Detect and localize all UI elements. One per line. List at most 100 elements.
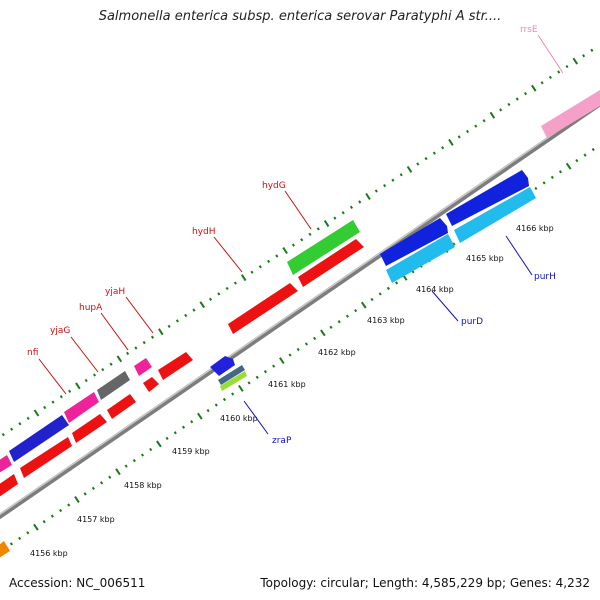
tick-label-4161: 4161 kbp	[268, 380, 306, 389]
gene-label-leaders	[38, 34, 564, 435]
gene-label-zraP[interactable]: zraP	[272, 436, 292, 446]
gene-block[interactable]	[298, 239, 364, 287]
minor-tick	[591, 147, 595, 152]
major-tick	[116, 355, 123, 363]
major-tick	[156, 440, 162, 448]
gene-block[interactable]	[380, 218, 448, 266]
gene-block[interactable]	[210, 356, 235, 376]
major-tick	[360, 301, 367, 309]
tick-label-4163: 4163 kbp	[367, 316, 405, 325]
genome-backbone	[0, 100, 600, 520]
minor-tick	[126, 351, 130, 356]
gene-block[interactable]	[218, 365, 245, 385]
forward-strand-genes	[0, 90, 600, 497]
minor-tick	[192, 308, 196, 312]
minor-tick	[26, 531, 30, 535]
gene-block[interactable]	[9, 415, 69, 462]
gene-label-rrsE[interactable]: rrsE	[520, 25, 538, 35]
minor-tick	[134, 346, 138, 350]
gene-label-hydH[interactable]: hydH	[192, 227, 216, 237]
gene-block[interactable]	[454, 187, 536, 243]
minor-tick	[550, 175, 554, 179]
gene-block[interactable]	[97, 371, 130, 400]
gene-block[interactable]	[0, 541, 10, 558]
minor-tick	[308, 232, 312, 236]
gene-block[interactable]	[0, 474, 18, 497]
minor-tick	[316, 227, 320, 231]
minor-tick	[18, 422, 22, 426]
minor-tick	[233, 281, 237, 285]
minor-tick	[184, 313, 188, 318]
gene-label-purD[interactable]: purD	[461, 317, 483, 327]
minor-tick	[84, 378, 88, 383]
major-tick	[489, 111, 496, 119]
major-tick	[320, 329, 326, 337]
gene-block[interactable]	[143, 377, 159, 392]
gene-block[interactable]	[446, 170, 529, 226]
gene-label-yjaG[interactable]: yjaG	[50, 326, 70, 336]
gene-label-yjaH[interactable]: yjaH	[105, 287, 125, 297]
minor-tick	[499, 108, 503, 112]
minor-tick	[465, 129, 470, 134]
tick-label-4156: 4156 kbp	[30, 549, 68, 558]
minor-tick	[165, 436, 169, 440]
gene-label-hupA[interactable]: hupA	[79, 303, 103, 313]
minor-tick	[181, 425, 186, 429]
gene-block[interactable]	[386, 234, 455, 283]
tick-label-4162: 4162 kbp	[318, 348, 356, 357]
minor-tick	[263, 370, 268, 374]
minor-tick	[9, 542, 13, 546]
minor-tick	[149, 447, 153, 452]
gene-block[interactable]	[220, 371, 247, 391]
minor-tick	[424, 156, 428, 161]
gene-block[interactable]	[134, 358, 152, 376]
major-tick	[74, 496, 80, 503]
minor-tick	[548, 75, 552, 80]
minor-tick	[540, 81, 544, 85]
minor-tick	[394, 281, 399, 285]
minor-tick	[18, 536, 22, 540]
minor-tick	[391, 178, 395, 182]
gene-block[interactable]	[0, 455, 12, 473]
gene-block[interactable]	[107, 394, 136, 419]
major-tick	[33, 523, 39, 531]
tick-label-4165: 4165 kbp	[466, 254, 504, 263]
upper-dotted-guide	[1, 48, 594, 437]
major-tick	[282, 247, 288, 255]
minor-tick	[225, 286, 229, 291]
major-tick	[33, 409, 40, 417]
major-tick	[75, 382, 81, 390]
tick-label-4158: 4158 kbp	[124, 481, 162, 490]
minor-tick	[99, 481, 104, 485]
minor-tick	[337, 320, 341, 324]
minor-tick	[10, 427, 14, 431]
gene-block[interactable]	[287, 220, 360, 275]
gene-labels: nfi yjaG hupA yjaH hydH hydG rrsE zraP p…	[27, 25, 556, 446]
gene-block[interactable]	[541, 90, 600, 138]
minor-tick	[383, 183, 387, 188]
gene-block[interactable]	[64, 392, 99, 423]
minor-tick	[50, 514, 54, 518]
gene-block[interactable]	[228, 283, 298, 334]
minor-tick	[142, 340, 146, 345]
accession-text: Accession: NC_006511	[9, 576, 146, 590]
minor-tick	[441, 146, 445, 150]
minor-tick	[190, 420, 194, 424]
minor-tick	[515, 97, 519, 101]
gene-block[interactable]	[20, 437, 72, 478]
minor-tick	[313, 336, 317, 341]
minor-tick	[386, 286, 390, 291]
minor-tick	[247, 381, 251, 385]
minor-tick	[132, 458, 136, 463]
gene-block[interactable]	[158, 352, 193, 380]
major-tick	[158, 328, 164, 336]
tick-label-4157: 4157 kbp	[77, 515, 115, 524]
gene-label-purH[interactable]: purH	[534, 272, 556, 282]
gene-label-nfi[interactable]: nfi	[27, 348, 38, 358]
minor-tick	[590, 48, 594, 52]
major-tick	[279, 357, 285, 365]
minor-tick	[150, 335, 155, 339]
gene-block[interactable]	[72, 414, 107, 443]
gene-label-hydG[interactable]: hydG	[262, 181, 286, 191]
